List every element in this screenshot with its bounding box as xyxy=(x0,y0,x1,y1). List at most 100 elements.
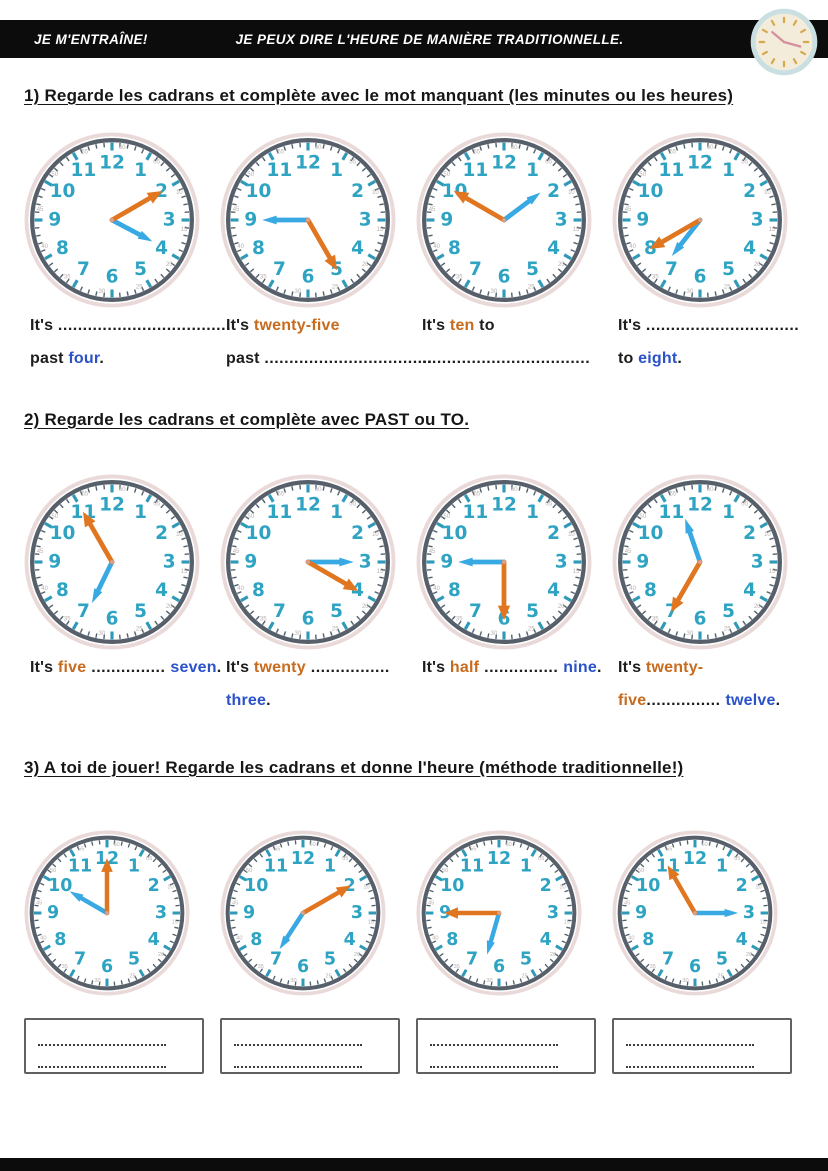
svg-text:8: 8 xyxy=(448,580,461,601)
svg-text:35: 35 xyxy=(258,964,264,970)
svg-text:6: 6 xyxy=(689,957,701,977)
svg-text:20: 20 xyxy=(362,604,369,610)
svg-text:20: 20 xyxy=(754,262,761,268)
svg-text:4: 4 xyxy=(547,580,560,601)
svg-text:11: 11 xyxy=(68,856,92,876)
svg-text:9: 9 xyxy=(47,903,59,923)
svg-text:8: 8 xyxy=(56,238,69,259)
svg-text:4: 4 xyxy=(351,238,364,259)
caption-text: four xyxy=(68,349,100,367)
svg-text:60: 60 xyxy=(511,145,518,151)
caption-line: past .................................. xyxy=(226,343,432,376)
svg-text:50: 50 xyxy=(639,172,646,178)
svg-text:12: 12 xyxy=(99,152,125,173)
svg-text:35: 35 xyxy=(260,274,267,280)
caption-text: . xyxy=(266,691,271,709)
svg-text:40: 40 xyxy=(433,244,440,250)
svg-text:3: 3 xyxy=(163,552,176,573)
svg-text:20: 20 xyxy=(558,262,565,268)
svg-text:1: 1 xyxy=(520,856,532,876)
svg-text:4: 4 xyxy=(155,580,168,601)
svg-text:35: 35 xyxy=(652,274,659,280)
header-left-label: JE M'ENTRAÎNE! xyxy=(34,31,148,47)
svg-text:10: 10 xyxy=(638,181,664,202)
caption-text: It's xyxy=(30,659,58,676)
svg-text:25: 25 xyxy=(332,626,339,632)
svg-text:9: 9 xyxy=(48,552,61,573)
svg-text:3: 3 xyxy=(163,210,176,231)
svg-text:10: 10 xyxy=(764,532,771,538)
svg-text:10: 10 xyxy=(363,884,369,890)
svg-text:60: 60 xyxy=(511,487,518,493)
hour-hand xyxy=(262,215,311,225)
svg-text:45: 45 xyxy=(625,207,632,213)
svg-text:35: 35 xyxy=(260,616,267,622)
caption-line: five............... twelve. xyxy=(618,685,808,718)
caption-text: It's xyxy=(422,317,450,334)
svg-text:6: 6 xyxy=(297,957,309,977)
svg-text:2: 2 xyxy=(351,523,364,544)
svg-text:10: 10 xyxy=(559,884,565,890)
svg-text:9: 9 xyxy=(48,210,61,231)
svg-text:2: 2 xyxy=(547,181,560,202)
svg-text:5: 5 xyxy=(128,950,140,970)
svg-text:25: 25 xyxy=(528,626,535,632)
svg-text:55: 55 xyxy=(666,846,672,852)
svg-text:8: 8 xyxy=(448,238,461,259)
svg-text:45: 45 xyxy=(37,549,44,555)
answer-blank: ............................... xyxy=(645,317,800,334)
svg-text:30: 30 xyxy=(491,631,498,637)
svg-text:05: 05 xyxy=(741,502,748,508)
exercise-2-caption-row: It's five ............... seven. It's twe… xyxy=(24,652,808,738)
svg-text:55: 55 xyxy=(277,492,284,498)
svg-text:8: 8 xyxy=(54,930,66,950)
svg-text:50: 50 xyxy=(443,172,450,178)
svg-text:2: 2 xyxy=(351,181,364,202)
svg-text:12: 12 xyxy=(687,494,713,515)
svg-text:6: 6 xyxy=(106,267,119,288)
svg-text:15: 15 xyxy=(181,227,188,233)
svg-text:5: 5 xyxy=(722,259,735,280)
svg-text:35: 35 xyxy=(62,964,68,970)
minute-hand xyxy=(453,190,507,223)
svg-text:12: 12 xyxy=(295,494,321,515)
svg-text:50: 50 xyxy=(246,868,252,874)
svg-text:35: 35 xyxy=(650,964,656,970)
svg-text:8: 8 xyxy=(252,238,265,259)
svg-text:15: 15 xyxy=(769,227,776,233)
svg-text:4: 4 xyxy=(148,930,160,950)
svg-text:15: 15 xyxy=(573,569,580,575)
svg-text:50: 50 xyxy=(443,514,450,520)
svg-text:11: 11 xyxy=(71,160,97,181)
svg-text:40: 40 xyxy=(41,244,48,250)
minute-hand xyxy=(82,511,115,565)
caption-text: It's xyxy=(226,317,254,334)
minute-hand xyxy=(300,885,351,916)
caption-text: . xyxy=(99,349,105,367)
svg-text:10: 10 xyxy=(246,181,272,202)
svg-text:05: 05 xyxy=(538,856,544,862)
svg-text:12: 12 xyxy=(99,494,125,515)
answer-dotted-line xyxy=(38,1024,166,1046)
svg-text:35: 35 xyxy=(456,616,463,622)
svg-text:45: 45 xyxy=(428,900,434,906)
svg-text:9: 9 xyxy=(635,903,647,923)
answer-box-row xyxy=(24,1018,808,1074)
svg-text:05: 05 xyxy=(545,160,552,166)
caption-line: .................................. xyxy=(422,343,612,376)
clock-logo-hands xyxy=(771,30,802,48)
caption-text: It's xyxy=(226,659,254,676)
svg-text:6: 6 xyxy=(694,609,707,630)
svg-text:25: 25 xyxy=(326,974,332,980)
svg-text:20: 20 xyxy=(550,952,556,958)
caption-text: past xyxy=(226,349,265,367)
clock-caption: It's ............................... to e… xyxy=(612,310,808,396)
svg-text:10: 10 xyxy=(636,876,660,896)
svg-text:2: 2 xyxy=(743,181,756,202)
svg-text:35: 35 xyxy=(652,616,659,622)
